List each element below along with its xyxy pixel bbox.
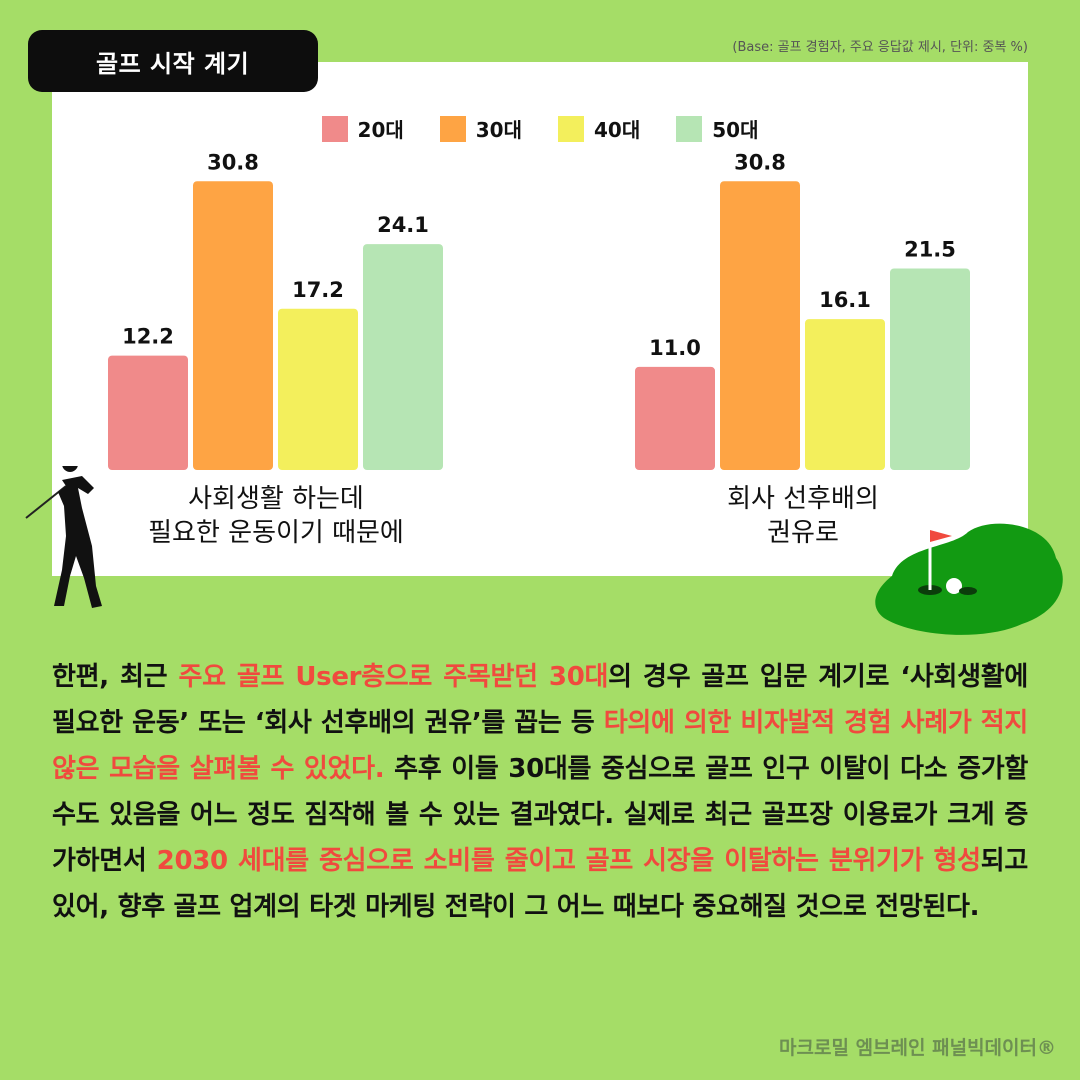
golf-green-flag-icon — [875, 523, 1063, 635]
body-text: 한편, 최근 — [52, 662, 179, 692]
legend-item: 50대 — [676, 114, 758, 143]
legend-swatch — [439, 115, 466, 142]
category-label-1: 사회생활 하는데 필요한 운동이기 때문에 — [96, 482, 456, 550]
bar-value-label: 24.1 — [377, 213, 429, 237]
category-label-1-line-2: 필요한 운동이기 때문에 — [148, 518, 404, 548]
legend-swatch — [676, 115, 703, 142]
base-note: (Base: 골프 경험자, 주요 응답값 제시, 단위: 중복 %) — [732, 40, 1028, 55]
category-label-2-line-2: 권유로 — [767, 518, 839, 548]
bar — [108, 355, 188, 470]
bar — [720, 181, 800, 470]
bar-value-label: 16.1 — [819, 288, 871, 312]
bar-chart: 12.2 30.8 17.2 24.1 11.0 30.8 16.1 21.5 — [108, 150, 970, 470]
category-label-2: 회사 선후배의 권유로 — [623, 482, 983, 550]
legend-swatch — [321, 115, 348, 142]
source-credit: 마크로밀 엠브레인 패널빅데이터® — [779, 1037, 1056, 1059]
bar-value-label: 21.5 — [904, 237, 956, 261]
bar — [278, 308, 358, 470]
bar-value-label: 17.2 — [292, 278, 344, 302]
bar-value-label: 11.0 — [649, 336, 701, 360]
highlighted-text: 2030 세대를 중심으로 소비를 줄이고 골프 시장을 이탈하는 분위기가 형… — [156, 846, 981, 876]
legend-item: 30대 — [439, 114, 522, 143]
bar — [635, 366, 715, 470]
highlighted-text: 타의에 의한 비자발적 경험 사례가 적지 않은 모습을 살펴볼 수 있었다. — [52, 708, 1028, 784]
legend-label: 20대 — [357, 118, 404, 142]
summary-paragraph: 한편, 최근 주요 골프 User층으로 주목받던 30대의 경우 골프 입문 … — [52, 654, 1028, 930]
bar — [805, 319, 885, 470]
legend-label: 40대 — [594, 118, 641, 142]
legend-swatch — [558, 115, 584, 142]
category-label-1-line-1: 사회생활 하는데 — [188, 484, 364, 514]
bar-value-label: 30.8 — [207, 150, 259, 174]
body-text: 추후 이들 30대를 중심으로 골프 인구 이탈이 다소 증가할 수도 있음을 … — [52, 754, 1028, 876]
bar — [890, 268, 970, 470]
legend-label: 50대 — [712, 118, 759, 142]
chart-title-text: 골프 시작 계기 — [96, 49, 250, 78]
body-text: 되고 있어, 향후 골프 업계의 타겟 마케팅 전략이 그 어느 때보다 중요해… — [52, 846, 1028, 922]
category-label-2-line-1: 회사 선후배의 — [727, 484, 879, 514]
golfer-silhouette-icon — [25, 466, 102, 608]
highlighted-text: 주요 골프 User층으로 주목받던 30대 — [178, 662, 609, 692]
bar-value-label: 30.8 — [734, 150, 786, 174]
chart-title: 골프 시작 계기 — [28, 30, 318, 92]
legend-item: 40대 — [558, 114, 640, 143]
legend-item: 20대 — [321, 114, 404, 143]
legend-label: 30대 — [475, 118, 522, 142]
bar-value-label: 12.2 — [122, 325, 174, 349]
chart-legend: 20대 30대 40대 50대 — [0, 114, 1080, 143]
bar — [363, 244, 443, 470]
body-text: 의 경우 골프 입문 계기로 ‘사회생활에 필요한 운동’ 또는 ‘회사 선후배… — [52, 662, 1029, 738]
bar — [193, 181, 273, 470]
